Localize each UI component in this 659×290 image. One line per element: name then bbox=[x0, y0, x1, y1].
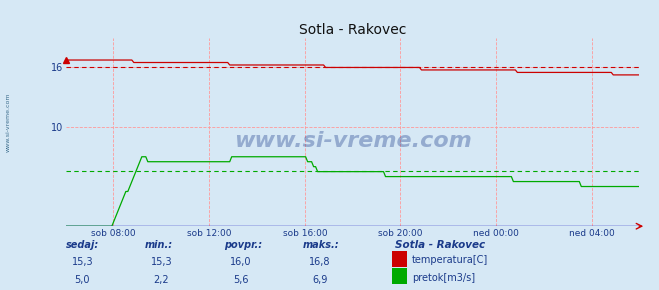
Text: maks.:: maks.: bbox=[303, 240, 340, 250]
Text: min.:: min.: bbox=[145, 240, 173, 250]
Text: 6,9: 6,9 bbox=[312, 275, 328, 285]
Text: 5,0: 5,0 bbox=[74, 275, 90, 285]
Text: pretok[m3/s]: pretok[m3/s] bbox=[412, 273, 475, 282]
Text: povpr.:: povpr.: bbox=[224, 240, 262, 250]
Text: www.si-vreme.com: www.si-vreme.com bbox=[5, 92, 11, 152]
Text: temperatura[C]: temperatura[C] bbox=[412, 255, 488, 265]
Title: Sotla - Rakovec: Sotla - Rakovec bbox=[299, 23, 406, 37]
Text: 15,3: 15,3 bbox=[72, 257, 93, 267]
Text: Sotla - Rakovec: Sotla - Rakovec bbox=[395, 240, 486, 250]
Text: 5,6: 5,6 bbox=[233, 275, 248, 285]
Text: 2,2: 2,2 bbox=[154, 275, 169, 285]
Text: 15,3: 15,3 bbox=[151, 257, 172, 267]
Text: www.si-vreme.com: www.si-vreme.com bbox=[234, 131, 471, 151]
Text: 16,8: 16,8 bbox=[309, 257, 330, 267]
Text: 16,0: 16,0 bbox=[230, 257, 251, 267]
Text: sedaj:: sedaj: bbox=[66, 240, 99, 250]
